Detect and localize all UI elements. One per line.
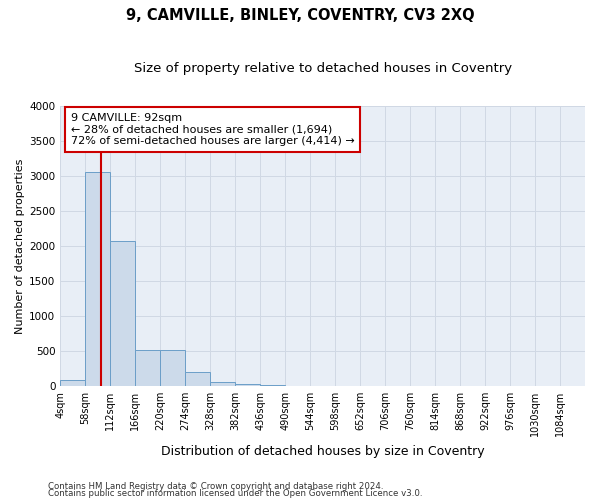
- Bar: [136, 350, 160, 386]
- X-axis label: Distribution of detached houses by size in Coventry: Distribution of detached houses by size …: [161, 444, 484, 458]
- Text: 9, CAMVILLE, BINLEY, COVENTRY, CV3 2XQ: 9, CAMVILLE, BINLEY, COVENTRY, CV3 2XQ: [125, 8, 475, 22]
- Bar: [211, 382, 235, 386]
- Bar: [260, 384, 285, 386]
- Bar: [61, 380, 85, 386]
- Y-axis label: Number of detached properties: Number of detached properties: [15, 158, 25, 334]
- Bar: [85, 172, 110, 386]
- Text: Contains public sector information licensed under the Open Government Licence v3: Contains public sector information licen…: [48, 489, 422, 498]
- Text: Contains HM Land Registry data © Crown copyright and database right 2024.: Contains HM Land Registry data © Crown c…: [48, 482, 383, 491]
- Text: 9 CAMVILLE: 92sqm
← 28% of detached houses are smaller (1,694)
72% of semi-detac: 9 CAMVILLE: 92sqm ← 28% of detached hous…: [71, 113, 355, 146]
- Bar: [235, 384, 260, 386]
- Title: Size of property relative to detached houses in Coventry: Size of property relative to detached ho…: [134, 62, 512, 76]
- Bar: [185, 372, 210, 386]
- Bar: [160, 350, 185, 386]
- Bar: [110, 241, 135, 386]
